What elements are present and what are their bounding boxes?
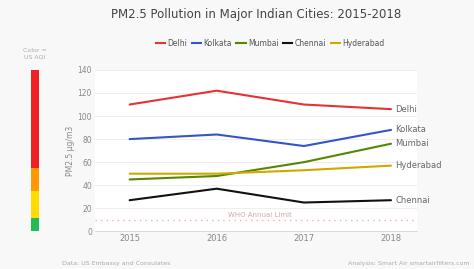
Text: WHO Annual Limit: WHO Annual Limit xyxy=(228,212,292,218)
Text: Kolkata: Kolkata xyxy=(395,125,426,134)
Bar xyxy=(31,218,39,231)
Y-axis label: PM2.5 μg/m3: PM2.5 μg/m3 xyxy=(66,126,75,176)
Text: Chennai: Chennai xyxy=(395,196,430,205)
Bar xyxy=(31,168,39,191)
Legend: Delhi, Kolkata, Mumbai, Chennai, Hyderabad: Delhi, Kolkata, Mumbai, Chennai, Hyderab… xyxy=(153,36,387,51)
Text: PM2.5 Pollution in Major Indian Cities: 2015-2018: PM2.5 Pollution in Major Indian Cities: … xyxy=(111,8,401,21)
Text: Analysis: Smart Air smartairfilters.com: Analysis: Smart Air smartairfilters.com xyxy=(347,261,469,266)
Text: Color =
US AQI: Color = US AQI xyxy=(23,48,47,59)
Text: Mumbai: Mumbai xyxy=(395,139,429,148)
Text: Delhi: Delhi xyxy=(395,105,417,114)
Text: Data: US Embassy and Consulates: Data: US Embassy and Consulates xyxy=(62,261,170,266)
Bar xyxy=(31,70,39,168)
Bar xyxy=(31,191,39,218)
Text: Hyderabad: Hyderabad xyxy=(395,161,442,170)
